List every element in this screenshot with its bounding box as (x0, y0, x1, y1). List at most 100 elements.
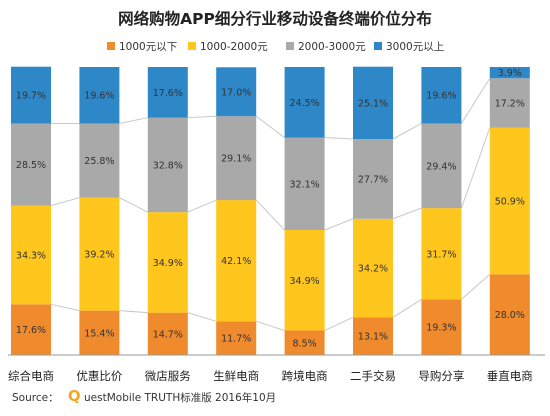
bar-segment (11, 304, 51, 355)
bar-segment (421, 123, 462, 209)
data-label: 11.7% (221, 334, 251, 345)
x-tick-label: 微店服务 (145, 369, 191, 383)
series-connector-lines (50, 77, 491, 331)
data-label: 8.5% (293, 338, 317, 349)
legend-swatch (286, 42, 294, 50)
data-label: 32.8% (153, 160, 183, 171)
data-label: 27.7% (358, 174, 388, 185)
bar-segment (421, 299, 462, 355)
data-label: 14.7% (153, 329, 183, 340)
data-label: 34.3% (16, 250, 46, 261)
bar-segment (216, 116, 257, 201)
connector-line (50, 303, 80, 312)
bar-segment (489, 127, 530, 275)
bar-segment (353, 218, 393, 318)
connector-line (119, 310, 148, 314)
data-label: 31.7% (426, 249, 456, 260)
connector-line (324, 316, 354, 331)
bar-segment (489, 274, 530, 355)
data-label: 32.1% (290, 179, 320, 190)
bar-segment (11, 123, 51, 206)
legend-swatch (107, 42, 115, 50)
source-brand-initial: Q (68, 387, 81, 405)
x-tick-label: 导购分享 (418, 369, 464, 383)
bar-segment (11, 205, 51, 305)
bar-segment (489, 78, 530, 128)
x-tick-label: 优惠比价 (76, 369, 122, 383)
connector-line (392, 207, 422, 220)
data-label: 19.3% (426, 323, 456, 334)
bar-segment (79, 67, 120, 124)
data-label: 19.6% (84, 91, 114, 102)
bar-segment (11, 66, 51, 124)
data-label: 17.0% (221, 87, 251, 98)
bar-segment (79, 197, 120, 311)
connector-line (324, 218, 354, 231)
legend-label: 2000-3000元 (298, 41, 366, 53)
bar-segment (353, 139, 393, 219)
bar-segment (147, 117, 188, 213)
data-label: 13.1% (358, 332, 388, 343)
data-label: 19.7% (16, 91, 46, 102)
bar-segment (216, 200, 257, 322)
connector-line (187, 199, 217, 213)
x-tick-label: 垂直电商 (487, 369, 533, 383)
data-label: 28.0% (495, 310, 525, 321)
x-tick-label: 综合电商 (8, 369, 54, 383)
data-label: 17.6% (16, 325, 46, 336)
data-label: 42.1% (221, 256, 251, 267)
bar-segment (216, 321, 257, 355)
data-label: 25.8% (84, 156, 114, 167)
bar-segment (79, 123, 120, 198)
data-label: 29.4% (426, 161, 456, 172)
connector-line (255, 115, 285, 138)
bars: 17.6% 34.3% 28.5% 19.7% 15.4% 39.2% 25.8% 19.6%… (11, 66, 530, 355)
x-axis-labels: 综合电商 优惠比价 微店服务 生鲜电商 跨境电商 二手交易 导购分享 垂直电商 (8, 369, 533, 383)
bar-segment (489, 67, 530, 79)
source-brand-rest: uestMobile TRUTH标准版 2016年10月 (84, 391, 276, 404)
bar-segment (353, 66, 393, 139)
connector-line (119, 197, 149, 213)
connector-line (392, 123, 422, 140)
data-label: 24.5% (290, 98, 320, 109)
bar-segment (147, 312, 188, 355)
connector-line (187, 115, 217, 119)
data-label: 17.2% (495, 99, 525, 110)
connector-line (461, 273, 491, 300)
bar-segment (353, 317, 393, 355)
data-label: 34.9% (290, 276, 320, 287)
source-prefix: Source： (12, 392, 59, 404)
bar-segment (284, 230, 325, 331)
bar-segment (284, 67, 325, 138)
bar-segment (147, 67, 188, 118)
data-label: 28.5% (16, 160, 46, 171)
source-line: Source： Q uestMobile TRUTH标准版 2016年10月 (12, 387, 276, 405)
data-label: 39.2% (84, 250, 114, 261)
svg-text:Source： Q uest: Source： Q uestMobile TRUTH标准版 2016年10月 (12, 387, 276, 405)
x-tick-label: 二手交易 (350, 369, 396, 383)
data-label: 19.6% (426, 91, 456, 102)
connector-line (460, 77, 491, 124)
legend-label: 1000-2000元 (200, 41, 268, 53)
connector-line (324, 137, 354, 140)
data-label: 50.9% (495, 197, 525, 208)
bar-segment (421, 208, 462, 300)
x-tick-label: 生鲜电商 (213, 369, 259, 383)
bar-segment (216, 67, 257, 117)
data-label: 29.1% (221, 154, 251, 165)
connector-line (392, 298, 422, 318)
bar-segment (79, 310, 120, 355)
legend-swatch (188, 42, 196, 50)
data-label: 15.4% (84, 328, 114, 339)
connector-line (256, 320, 285, 331)
x-tick-label: 跨境电商 (282, 369, 328, 383)
legend-label: 1000元以下 (119, 41, 177, 53)
data-label: 25.1% (358, 98, 388, 109)
connector-line (119, 117, 148, 124)
bar-segment (147, 212, 188, 313)
bar-segment (421, 67, 462, 124)
bar-segment (284, 330, 325, 355)
bar-segment (284, 137, 325, 231)
